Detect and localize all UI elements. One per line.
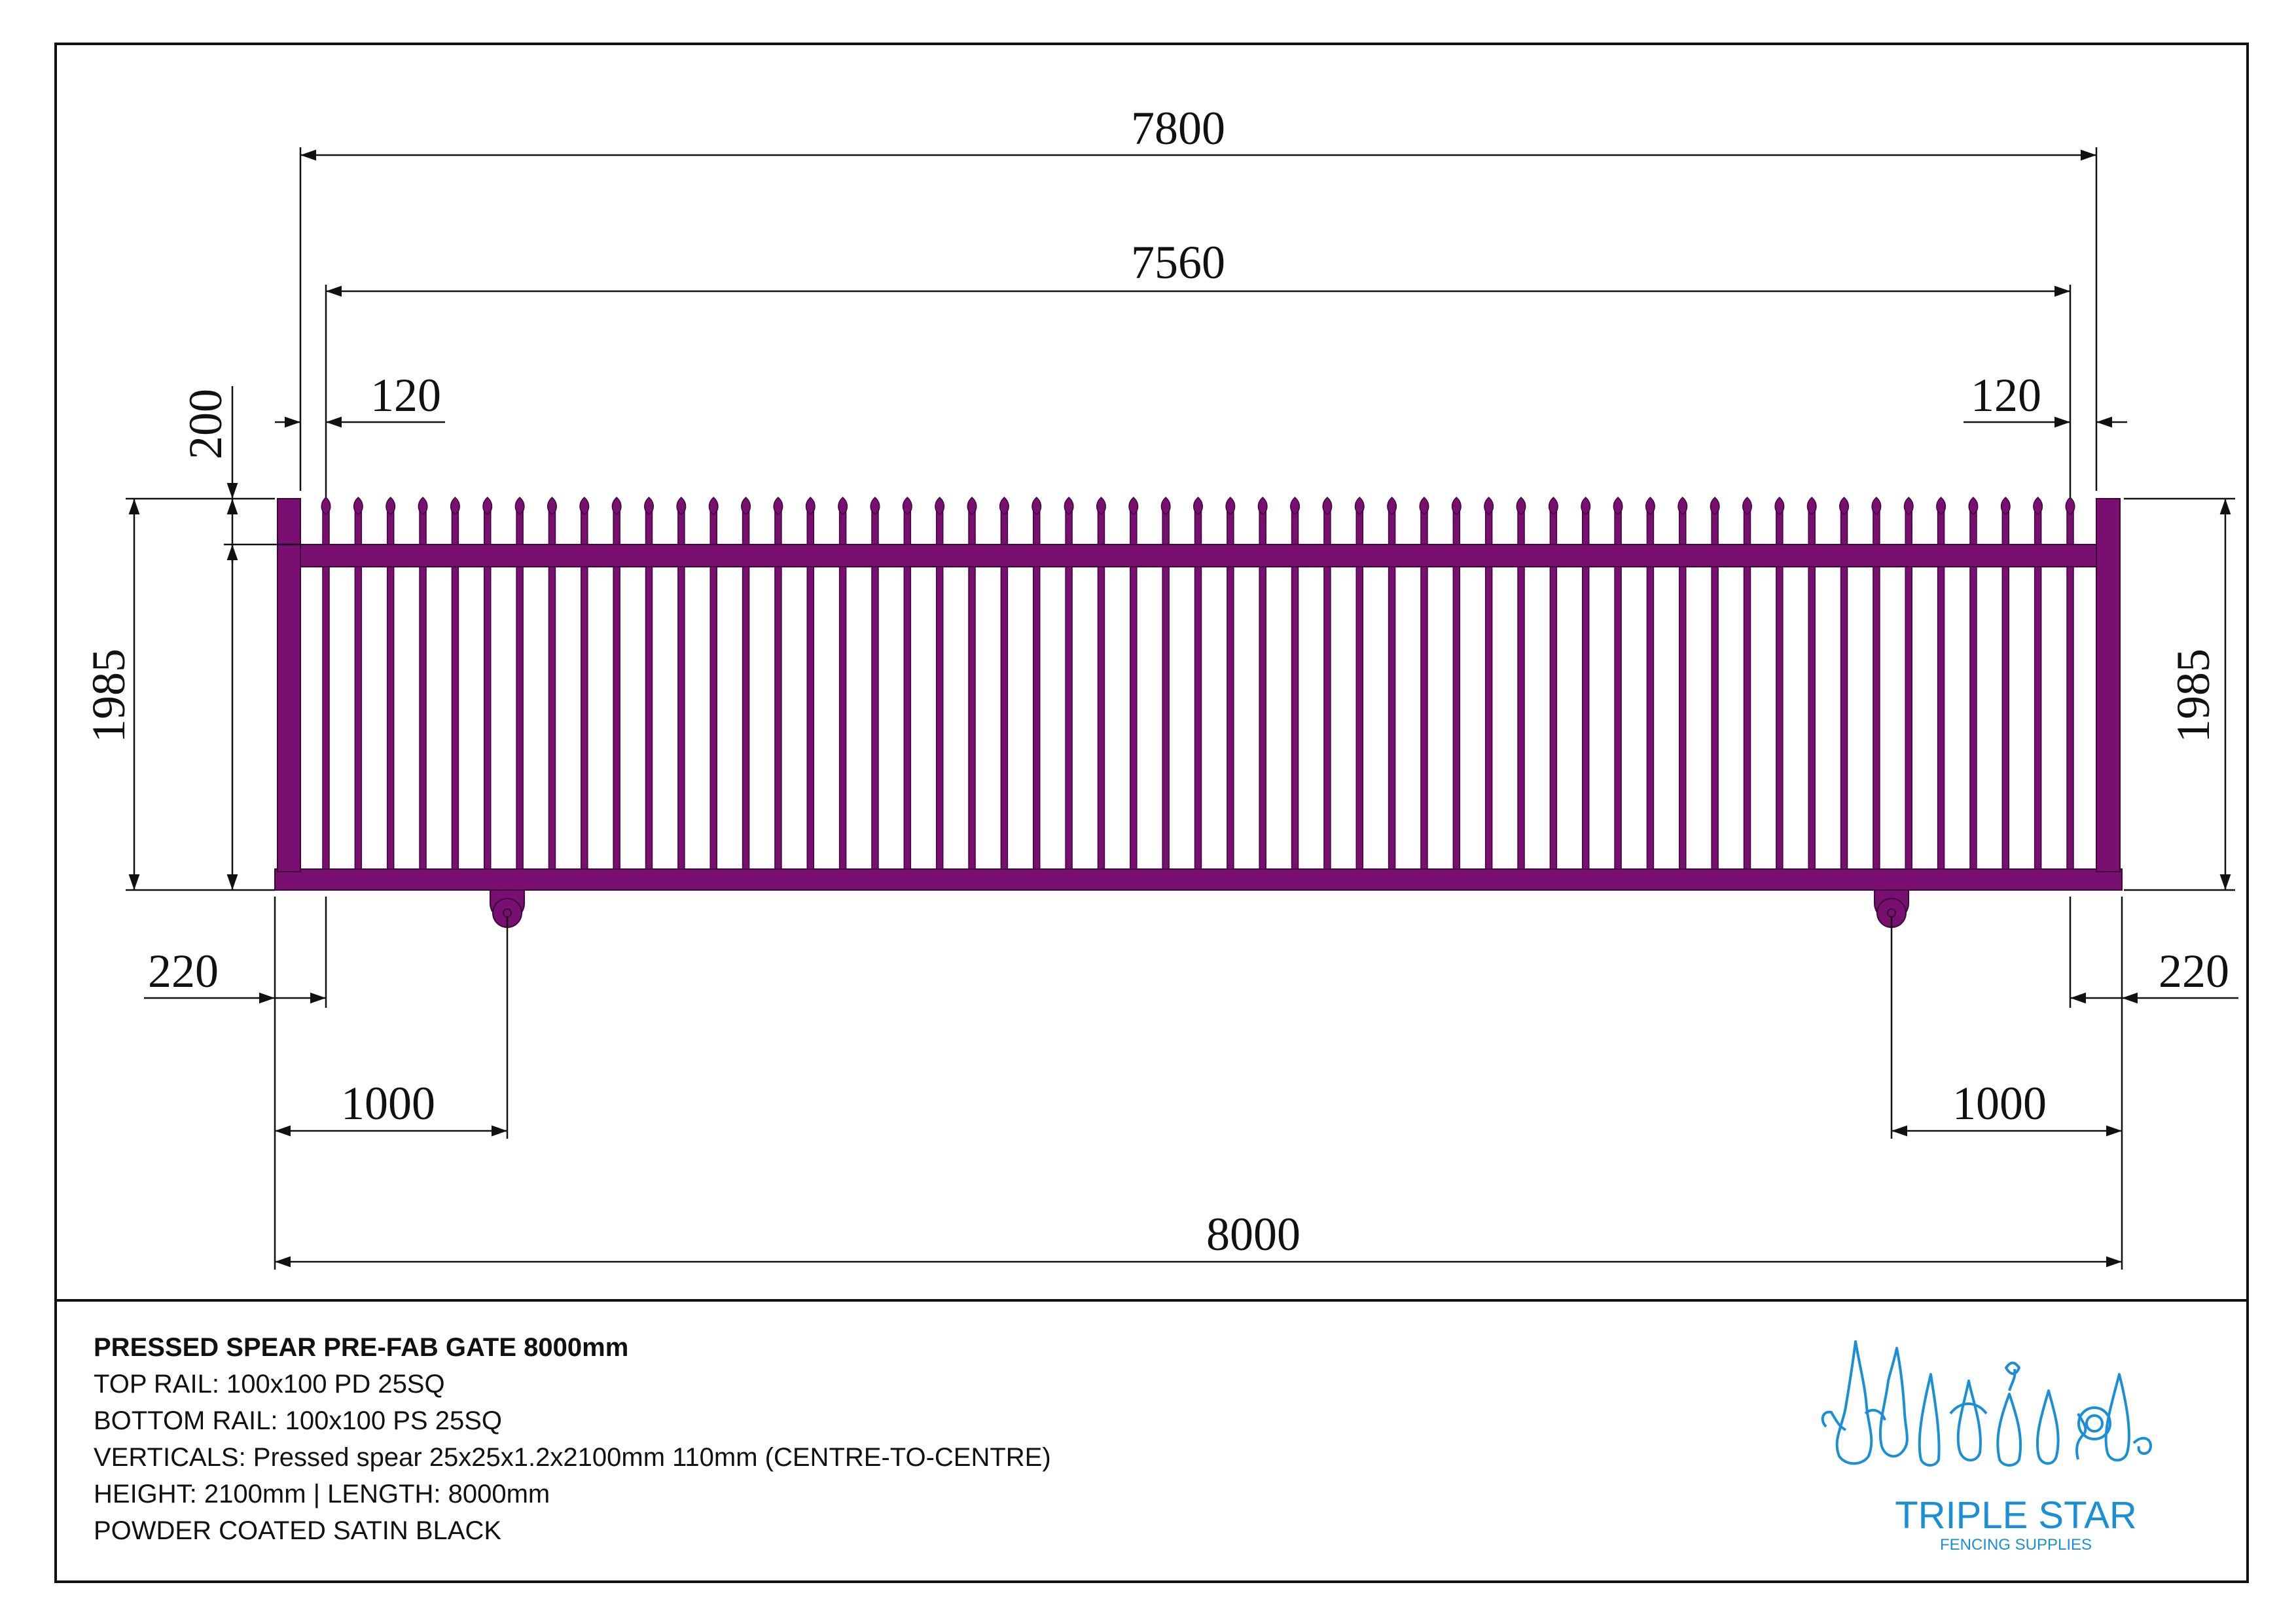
spear-head (1354, 496, 1365, 515)
spear-head (1581, 496, 1591, 515)
dim-overall-top: 7800 (1131, 102, 1225, 154)
spear-head (805, 496, 816, 515)
spear-head (1322, 496, 1333, 515)
spear-head (2000, 496, 2011, 515)
spear-head (1484, 496, 1494, 515)
spear-heads-icon (1821, 1340, 2152, 1467)
spear-head (1064, 496, 1074, 515)
gate-elevation (274, 496, 2123, 928)
spear-head (1548, 496, 1558, 515)
spec-top-rail: TOP RAIL: 100x100 PD 25SQ (94, 1370, 445, 1399)
spear-head (1742, 496, 1752, 515)
spear-head (418, 496, 428, 515)
spear-head (999, 496, 1009, 515)
spear-head (547, 496, 557, 515)
spear-head (1451, 496, 1462, 515)
spear-head (1774, 496, 1785, 515)
spear-head (1290, 496, 1300, 515)
right-post (2096, 498, 2121, 872)
spear-head (1031, 496, 1042, 515)
spear-head (676, 496, 687, 515)
spear-head (838, 496, 848, 515)
spear-head (1936, 496, 1946, 515)
spear-head (482, 496, 493, 515)
spear-head (321, 496, 331, 515)
spear-head (1387, 496, 1397, 515)
spear-head (611, 496, 622, 515)
spear-head (386, 496, 396, 515)
spear-head (1257, 496, 1268, 515)
spear-head (1903, 496, 1914, 515)
dim-wheel-left: 1000 (341, 1077, 435, 1130)
dim-right-offset-bottom: 220 (2159, 945, 2229, 997)
spear-head (1806, 496, 1817, 515)
dim-left-offset-bottom: 220 (148, 945, 219, 997)
spec-bottom-rail: BOTTOM RAIL: 100x100 PS 25SQ (94, 1406, 502, 1435)
spear-head (2065, 496, 2075, 515)
spear-head (902, 496, 912, 515)
spec-size: HEIGHT: 2100mm | LENGTH: 8000mm (94, 1480, 550, 1508)
spear-head (579, 496, 590, 515)
spec-finish: POWDER COATED SATIN BLACK (94, 1516, 502, 1545)
dim-left-offset-top: 120 (370, 369, 441, 421)
spear-head (935, 496, 945, 515)
spear-head (741, 496, 751, 515)
dim-wheel-right: 1000 (1952, 1077, 2047, 1130)
spear-head (1193, 496, 1203, 515)
spear-head (644, 496, 655, 515)
spear-head (1160, 496, 1171, 515)
spear-head (1645, 496, 1655, 515)
spec-verticals: VERTICALS: Pressed spear 25x25x1.2x2100m… (94, 1443, 1051, 1472)
logo-tagline: FENCING SUPPLIES (1940, 1536, 2092, 1554)
left-post (277, 498, 301, 872)
spear-head (1516, 496, 1526, 515)
logo-name: TRIPLE STAR (1895, 1494, 2137, 1537)
dim-overall-bottom: 8000 (1206, 1208, 1300, 1260)
spear-head (1677, 496, 1688, 515)
bottom-rail (274, 868, 2123, 891)
spear-head (1225, 496, 1236, 515)
spear-head (1710, 496, 1720, 515)
spear-head (450, 496, 460, 515)
top-rail (300, 544, 2097, 567)
sheet-border (54, 43, 2249, 1583)
spear-head (1096, 496, 1106, 515)
dimension-lines (126, 147, 2238, 1270)
spear-head (1128, 496, 1139, 515)
spear-head (870, 496, 880, 515)
spec-title: PRESSED SPEAR PRE-FAB GATE 8000mm (94, 1333, 629, 1362)
dim-spear-height: 200 (179, 389, 232, 459)
spear-head (2033, 496, 2043, 515)
dim-height-left: 1985 (82, 649, 135, 743)
triple-star-logo: TRIPLE STAR FENCING SUPPLIES (1821, 1340, 2152, 1554)
spear-head (708, 496, 719, 515)
dim-inner-top: 7560 (1131, 236, 1225, 289)
dim-right-offset-top: 120 (1971, 369, 2041, 421)
spear-head (1968, 496, 1979, 515)
dim-height-right: 1985 (2167, 649, 2219, 743)
spear-head (967, 496, 977, 515)
spear-head (353, 496, 363, 515)
spear-head (1419, 496, 1429, 515)
spear-head (514, 496, 525, 515)
spear-head (1839, 496, 1850, 515)
spear-head (1613, 496, 1623, 515)
spear-head (1871, 496, 1882, 515)
spear-head (773, 496, 783, 515)
